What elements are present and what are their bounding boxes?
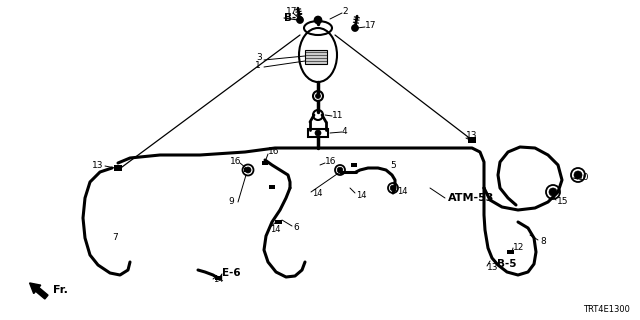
Text: Fr.: Fr. bbox=[53, 285, 68, 295]
Text: 1: 1 bbox=[255, 61, 260, 70]
Text: 16: 16 bbox=[268, 148, 280, 156]
Text: TRT4E1300: TRT4E1300 bbox=[583, 305, 630, 314]
Text: 13: 13 bbox=[487, 262, 499, 271]
Bar bbox=[114, 165, 122, 171]
Text: 7: 7 bbox=[112, 234, 118, 243]
Circle shape bbox=[296, 17, 303, 23]
Circle shape bbox=[315, 130, 321, 136]
Text: 14: 14 bbox=[213, 276, 223, 284]
Text: 4: 4 bbox=[342, 127, 348, 137]
Bar bbox=[262, 161, 268, 165]
Text: 3: 3 bbox=[256, 53, 262, 62]
Text: 17: 17 bbox=[365, 21, 376, 30]
Text: 13: 13 bbox=[92, 161, 104, 170]
Bar bbox=[351, 163, 357, 167]
Text: 2: 2 bbox=[342, 6, 348, 15]
Text: B-5: B-5 bbox=[497, 259, 516, 269]
Bar bbox=[275, 220, 282, 224]
Text: 14: 14 bbox=[312, 188, 323, 197]
Circle shape bbox=[574, 171, 582, 179]
Bar bbox=[244, 168, 250, 172]
Text: ATM-53: ATM-53 bbox=[448, 193, 494, 203]
Text: B-5: B-5 bbox=[284, 13, 303, 23]
Circle shape bbox=[316, 93, 321, 99]
Circle shape bbox=[245, 167, 251, 173]
Circle shape bbox=[390, 185, 396, 191]
Text: 16: 16 bbox=[325, 157, 337, 166]
Circle shape bbox=[314, 17, 321, 23]
Text: 14: 14 bbox=[270, 226, 280, 235]
Text: 12: 12 bbox=[513, 243, 524, 252]
Text: 13: 13 bbox=[466, 132, 477, 140]
Bar bbox=[214, 276, 221, 280]
Text: 5: 5 bbox=[390, 161, 396, 170]
Text: 14: 14 bbox=[356, 190, 367, 199]
Text: 11: 11 bbox=[332, 111, 344, 121]
Bar bbox=[269, 185, 275, 189]
Text: 15: 15 bbox=[557, 197, 568, 206]
Circle shape bbox=[549, 188, 557, 196]
Text: 9: 9 bbox=[228, 197, 234, 206]
Text: E-6: E-6 bbox=[222, 268, 241, 278]
Text: 10: 10 bbox=[578, 173, 589, 182]
Bar bbox=[468, 137, 476, 143]
Bar bbox=[308, 129, 328, 137]
Text: 16: 16 bbox=[230, 157, 241, 166]
Text: 14: 14 bbox=[397, 188, 408, 196]
Bar bbox=[305, 50, 327, 64]
Circle shape bbox=[337, 167, 343, 173]
Text: 6: 6 bbox=[293, 223, 299, 233]
Text: 8: 8 bbox=[540, 237, 546, 246]
Circle shape bbox=[351, 25, 358, 31]
FancyArrow shape bbox=[29, 283, 48, 299]
Bar bbox=[506, 250, 513, 254]
Text: 17: 17 bbox=[286, 7, 298, 17]
